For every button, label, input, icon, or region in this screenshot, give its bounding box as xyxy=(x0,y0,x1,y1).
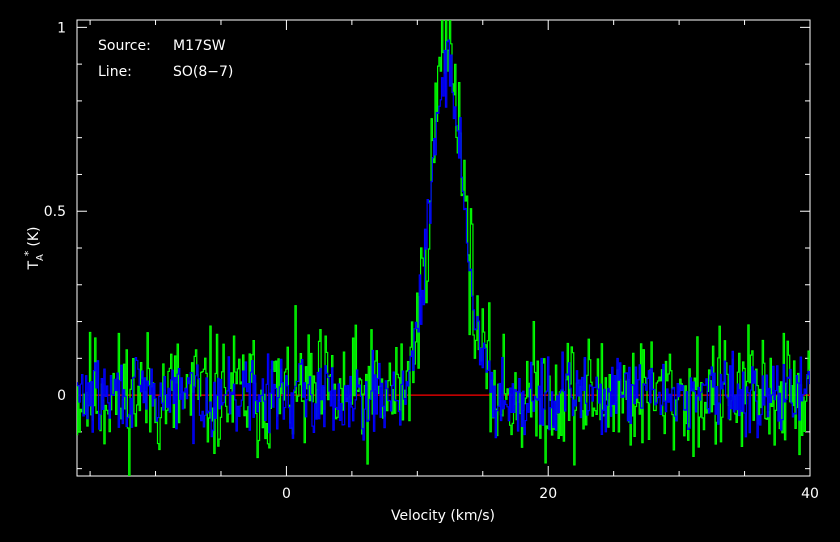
y-axis-label: TA* (K) xyxy=(22,226,46,270)
y-tick-labels: 00.51 xyxy=(44,20,66,404)
y-tick-label: 1 xyxy=(57,20,66,36)
annotation-block: Source: M17SW Line: SO(8−7) xyxy=(98,38,233,80)
y-tick-label: 0 xyxy=(57,388,66,404)
annotation-line-key: Line: xyxy=(98,64,132,80)
y-axis-unit: (K) xyxy=(26,226,42,246)
y-axis-symbol: T xyxy=(26,261,42,271)
series-line-blue xyxy=(77,39,810,445)
axis-ticks xyxy=(77,20,811,476)
x-tick-label: 0 xyxy=(282,486,291,502)
annotation-source-key: Source: xyxy=(98,38,151,54)
y-axis-superscript: * xyxy=(22,250,35,256)
x-axis-label: Velocity (km/s) xyxy=(391,508,495,524)
x-tick-label: 40 xyxy=(801,486,819,502)
x-tick-label: 20 xyxy=(539,486,557,502)
x-tick-labels: 0 20 40 xyxy=(282,486,819,502)
y-tick-label: 0.5 xyxy=(44,204,66,220)
annotation-line-value: SO(8−7) xyxy=(173,64,233,80)
svg-text:TA*(K): TA* (K) xyxy=(22,226,46,270)
annotation-source-value: M17SW xyxy=(173,38,226,54)
series-layer xyxy=(77,20,810,476)
plot-frame xyxy=(76,19,811,477)
y-axis-subscript: A xyxy=(35,254,46,261)
